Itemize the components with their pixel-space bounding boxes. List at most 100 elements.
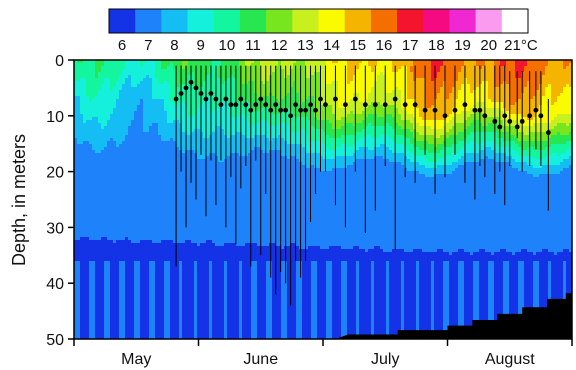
field-cell — [296, 129, 300, 133]
field-cell — [446, 69, 450, 73]
field-cell — [491, 117, 495, 121]
field-cell — [173, 69, 177, 73]
field-cell — [479, 81, 483, 85]
field-cell — [293, 63, 297, 67]
field-cell — [383, 90, 387, 94]
field-cell — [488, 99, 492, 103]
field-cell — [527, 96, 531, 100]
field-cell — [431, 126, 435, 130]
field-cell — [488, 93, 492, 97]
field-cell — [266, 126, 270, 130]
field-cell — [395, 135, 399, 139]
field-cell — [371, 66, 375, 70]
field-cell — [395, 120, 399, 124]
field-cell — [248, 144, 252, 148]
field-cell — [320, 132, 324, 136]
field-cell — [464, 78, 468, 82]
field-cell — [236, 96, 240, 100]
field-cell — [80, 132, 84, 136]
field-cell — [74, 135, 78, 139]
field-cell — [356, 129, 360, 133]
field-cell — [341, 63, 345, 67]
field-cell — [542, 84, 546, 88]
field-cell — [470, 63, 474, 67]
field-cell — [221, 69, 225, 73]
field-cell — [215, 141, 219, 145]
field-cell — [290, 78, 294, 82]
field-cell — [440, 72, 444, 76]
field-cell — [326, 123, 330, 127]
field-cell — [110, 135, 114, 139]
field-cell — [455, 144, 459, 148]
field-cell — [173, 108, 177, 112]
field-cell — [518, 132, 522, 136]
field-cell — [203, 102, 207, 106]
field-cell — [86, 141, 90, 145]
field-cell — [332, 60, 336, 64]
field-cell — [422, 105, 426, 109]
field-cell — [233, 138, 237, 142]
field-cell — [278, 63, 282, 67]
field-cell — [350, 60, 354, 64]
field-cell — [281, 120, 285, 124]
field-cell — [494, 123, 498, 127]
field-cell — [464, 135, 468, 139]
field-cell — [401, 96, 405, 100]
field-cell — [335, 132, 339, 136]
field-cell — [266, 135, 270, 139]
field-cell — [332, 63, 336, 67]
field-cell — [311, 120, 315, 124]
field-cell — [113, 147, 117, 151]
field-cell — [200, 108, 204, 112]
field-cell — [386, 84, 390, 88]
field-cell — [104, 96, 108, 100]
field-cell — [425, 120, 429, 124]
field-cell — [290, 66, 294, 70]
field-cell — [230, 78, 234, 82]
field-cell — [92, 135, 96, 139]
field-cell — [353, 141, 357, 145]
field-cell — [338, 117, 342, 121]
field-cell — [494, 132, 498, 136]
field-cell — [524, 75, 528, 79]
field-cell — [221, 75, 225, 79]
field-cell — [449, 99, 453, 103]
field-cell — [101, 63, 105, 67]
field-cell — [173, 72, 177, 76]
field-cell — [512, 132, 516, 136]
field-cell — [323, 135, 327, 139]
field-cell — [380, 129, 384, 133]
field-cell — [146, 147, 150, 151]
field-cell — [338, 132, 342, 136]
field-cell — [251, 75, 255, 79]
field-cell — [425, 135, 429, 139]
field-cell — [398, 117, 402, 121]
field-cell — [380, 72, 384, 76]
field-cell — [140, 114, 144, 118]
field-cell — [143, 93, 147, 97]
field-cell — [410, 123, 414, 127]
field-cell — [569, 90, 572, 94]
field-cell — [206, 78, 210, 82]
field-cell — [83, 66, 87, 70]
field-cell — [425, 141, 429, 145]
field-cell — [272, 96, 276, 100]
field-cell — [218, 66, 222, 70]
field-cell — [503, 60, 507, 64]
field-cell — [536, 138, 540, 142]
field-cell — [563, 66, 567, 70]
field-cell — [227, 93, 231, 97]
field-cell — [467, 141, 471, 145]
field-cell — [131, 138, 135, 142]
field-cell — [398, 138, 402, 142]
field-cell — [566, 99, 570, 103]
field-cell — [122, 144, 126, 148]
field-cell — [536, 75, 540, 79]
field-cell — [101, 117, 105, 121]
field-cell — [200, 60, 204, 64]
field-cell — [422, 129, 426, 133]
field-cell — [410, 114, 414, 118]
field-cell — [557, 120, 561, 124]
field-cell — [134, 147, 138, 151]
field-cell — [227, 120, 231, 124]
